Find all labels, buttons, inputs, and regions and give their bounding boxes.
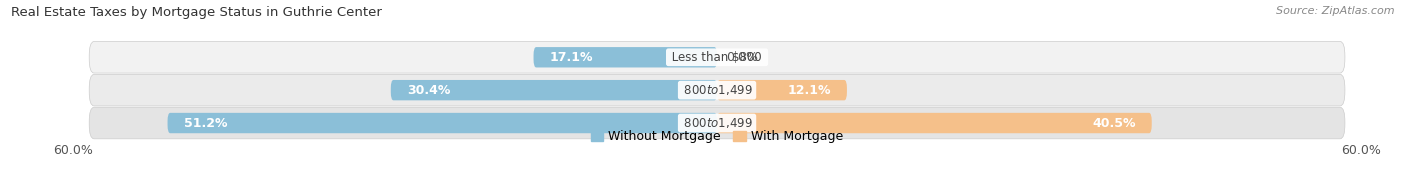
FancyBboxPatch shape [533, 47, 717, 67]
Text: 0.0%: 0.0% [725, 51, 758, 64]
Legend: Without Mortgage, With Mortgage: Without Mortgage, With Mortgage [591, 130, 844, 143]
FancyBboxPatch shape [89, 42, 1346, 73]
FancyBboxPatch shape [717, 113, 1152, 133]
FancyBboxPatch shape [717, 80, 846, 100]
Text: Real Estate Taxes by Mortgage Status in Guthrie Center: Real Estate Taxes by Mortgage Status in … [11, 6, 382, 19]
Text: 12.1%: 12.1% [787, 84, 831, 97]
Text: 51.2%: 51.2% [184, 117, 228, 130]
FancyBboxPatch shape [167, 113, 717, 133]
FancyBboxPatch shape [89, 74, 1346, 106]
Text: $800 to $1,499: $800 to $1,499 [681, 116, 754, 130]
Text: $800 to $1,499: $800 to $1,499 [681, 83, 754, 97]
Text: Source: ZipAtlas.com: Source: ZipAtlas.com [1277, 6, 1395, 16]
Text: 17.1%: 17.1% [550, 51, 593, 64]
Text: Less than $800: Less than $800 [668, 51, 766, 64]
FancyBboxPatch shape [391, 80, 717, 100]
Text: 40.5%: 40.5% [1092, 117, 1136, 130]
Text: 30.4%: 30.4% [406, 84, 450, 97]
FancyBboxPatch shape [89, 107, 1346, 139]
